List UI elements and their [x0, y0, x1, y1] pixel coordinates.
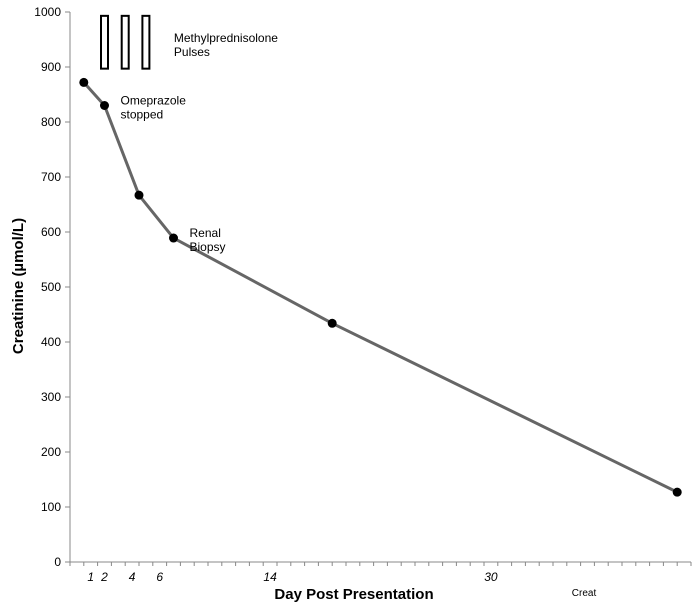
y-tick-label: 600	[41, 225, 61, 239]
annotation-line1: Omeprazole	[121, 94, 187, 108]
x-ticks: 1 2 4 6 14 30	[69, 562, 692, 584]
x-tick-label: 1	[87, 570, 94, 584]
pulse-bar	[100, 14, 109, 70]
x-tick-label: 6	[156, 570, 163, 584]
annotation-line2: Biopsy	[190, 240, 226, 254]
series-layer	[79, 77, 682, 497]
y-tick-label: 900	[41, 60, 61, 74]
x-tick-label: 14	[263, 570, 277, 584]
series-line-creat	[82, 81, 678, 494]
legend-entry-creat: Creat	[572, 588, 597, 599]
data-point	[134, 190, 144, 200]
y-ticks: 0 100 200 300 400 500 600 700 800 900 1000	[34, 5, 70, 569]
data-point	[100, 101, 109, 110]
y-tick-label: 800	[41, 115, 61, 129]
x-tick-label: 2	[100, 570, 108, 584]
x-tick-label: 4	[129, 570, 136, 584]
data-point	[672, 487, 682, 497]
pulses-label-line1: Methylprednisolone	[174, 31, 278, 45]
data-point	[327, 318, 337, 328]
y-tick-label: 0	[54, 555, 61, 569]
data-point	[169, 233, 178, 243]
x-axis-title: Day Post Presentation	[274, 586, 433, 603]
pulses-label-line2: Pulses	[174, 45, 210, 59]
y-tick-label: 500	[41, 280, 61, 294]
annotation-line1: Renal	[190, 226, 221, 240]
annotation-line2: stopped	[121, 108, 164, 122]
y-tick-label: 1000	[34, 5, 61, 19]
x-tick-label: 30	[484, 570, 498, 584]
y-axis-title: Creatinine (µmol/L)	[10, 218, 27, 354]
pulse-bar	[141, 14, 151, 70]
y-tick-label: 100	[41, 500, 61, 514]
y-tick-label: 200	[41, 445, 61, 459]
y-tick-label: 300	[41, 390, 61, 404]
pulse-bar	[120, 14, 130, 70]
y-tick-label: 700	[41, 170, 61, 184]
y-tick-label: 400	[41, 335, 61, 349]
data-point	[79, 77, 89, 87]
